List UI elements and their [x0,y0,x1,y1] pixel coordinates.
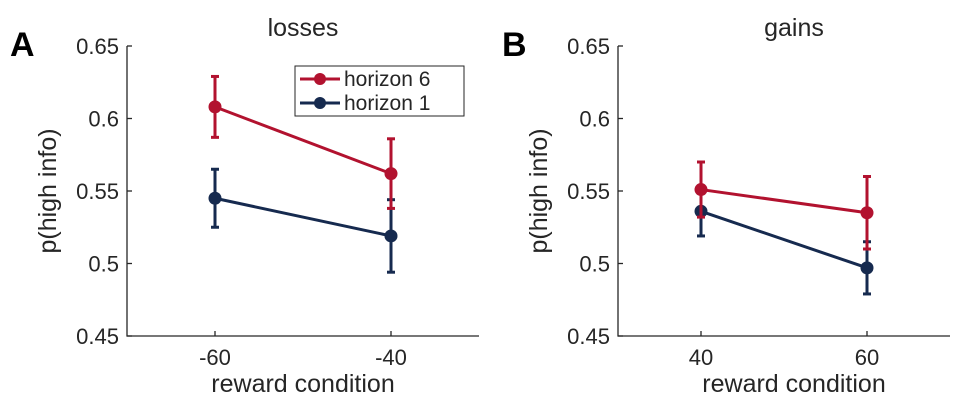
chart-title-gains: gains [764,14,824,42]
axes-gains [617,46,950,337]
y-tick-label: 0.65 [76,34,119,59]
series-line [700,188,868,215]
panel-gains: B gains 0.45 0.5 0.55 0.6 0.65 40 60 reward c… [502,14,950,398]
y-ticks-gains: 0.45 0.5 0.55 0.6 0.65 [567,34,623,349]
series-horizon-6 [208,74,398,210]
axis-lines [617,46,950,337]
y-ticks-losses: 0.45 0.5 0.55 0.6 0.65 [76,34,132,349]
x-tick-label: 60 [855,345,879,370]
y-tick-label: 0.5 [579,252,610,277]
y-tick-label: 0.6 [88,107,119,132]
series-layer-gains [694,160,874,296]
legend-label-horizon-1: horizon 1 [344,92,430,115]
series-layer-losses [208,74,398,274]
y-axis-label-losses: p(high info) [34,128,62,253]
panel-label-a: A [10,26,35,64]
panel-label-b: B [502,26,527,64]
data-point [384,229,398,243]
series-horizon-1 [694,185,874,296]
y-tick-label: 0.5 [88,252,119,277]
series-line [214,196,392,238]
y-tick-label: 0.6 [579,107,610,132]
series-horizon-6 [694,160,874,251]
data-point [860,206,874,220]
x-ticks-gains: 40 60 [689,331,879,370]
x-axis-label-gains: reward condition [702,370,885,398]
legend-marker-horizon-6 [314,73,326,85]
y-tick-label: 0.45 [76,324,119,349]
x-tick-label: 40 [689,345,713,370]
series-line [700,209,868,270]
y-tick-label: 0.45 [567,324,610,349]
panel-losses: A losses 0.45 0.5 0.55 0.6 0.65 -60 -40 rewar… [10,14,479,398]
y-tick-label: 0.55 [76,179,119,204]
chart-title-losses: losses [268,14,339,42]
y-tick-label: 0.65 [567,34,610,59]
series-horizon-1 [208,167,398,274]
data-point [208,100,222,114]
data-point [208,191,222,205]
data-point [694,183,708,197]
y-axis-label-gains: p(high info) [525,128,553,253]
x-tick-label: -60 [199,345,231,370]
x-axis-label-losses: reward condition [211,370,394,398]
series-line [214,105,392,176]
data-point [860,261,874,275]
legend: horizon 6 horizon 1 [294,65,465,117]
data-point [384,167,398,181]
legend-marker-horizon-1 [314,97,326,109]
x-ticks-losses: -60 -40 [199,331,407,370]
legend-label-horizon-6: horizon 6 [344,68,430,91]
y-tick-label: 0.55 [567,179,610,204]
x-tick-label: -40 [375,345,407,370]
